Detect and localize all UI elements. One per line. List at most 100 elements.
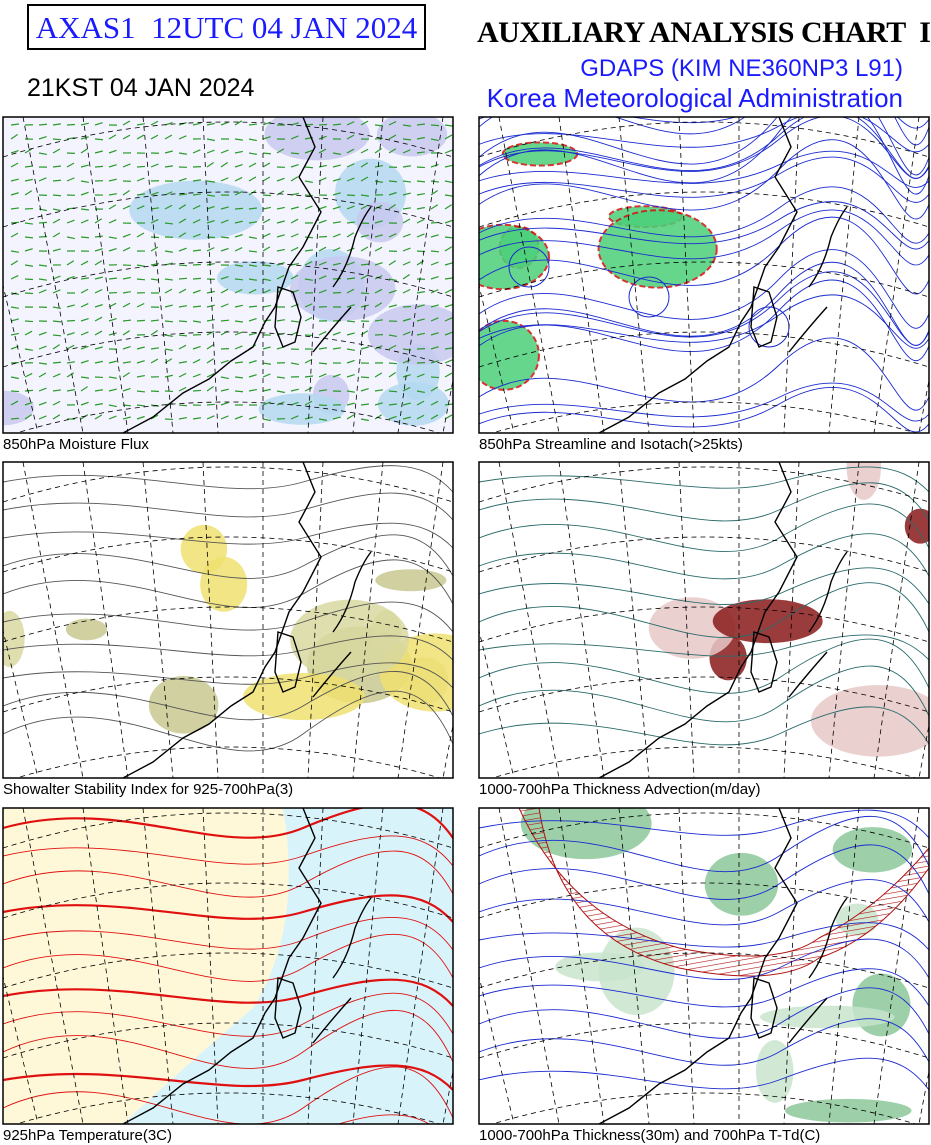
flux-arrow [108, 360, 117, 364]
flux-arrow [290, 274, 299, 280]
contour-line [479, 815, 929, 873]
streamline-vortex [508, 246, 550, 288]
contour-line [3, 662, 453, 689]
flux-arrow [108, 236, 117, 240]
flux-arrow [80, 345, 89, 350]
coastline [312, 551, 372, 698]
flux-arrow [164, 204, 173, 210]
flux-arrow [108, 193, 117, 196]
flux-arrow [346, 332, 355, 336]
flux-arrow [220, 319, 230, 322]
flux-arrow [444, 288, 453, 294]
streamline [479, 150, 929, 188]
flux-arrow [108, 277, 118, 280]
contour-line [3, 1064, 453, 1091]
flux-arrow [416, 304, 425, 308]
flux-arrow [332, 192, 341, 196]
flux-arrow [416, 390, 425, 394]
shaded-area [785, 1098, 912, 1123]
flux-arrow [248, 162, 257, 168]
latitude-line [491, 401, 917, 433]
panel-border [2, 807, 454, 1125]
streamline [479, 117, 929, 179]
flux-arrow [24, 248, 33, 252]
flux-arrow [444, 317, 453, 322]
flux-arrow [374, 389, 384, 392]
flux-arrow [66, 219, 75, 224]
flux-arrow [318, 362, 328, 365]
latitude-line [3, 331, 453, 368]
flux-arrow [304, 316, 313, 322]
flux-arrow [122, 233, 131, 238]
flux-arrow [444, 331, 453, 336]
streamline [479, 382, 929, 422]
contour-line [3, 992, 453, 1037]
contour-line [3, 601, 453, 633]
flux-arrow [346, 163, 355, 168]
latitude-line [3, 1022, 453, 1059]
flux-arrow [192, 277, 202, 280]
flux-arrow [66, 162, 75, 168]
flux-arrow [136, 134, 145, 140]
latitude-line [3, 536, 453, 573]
longitude-line [678, 462, 695, 778]
flux-arrow [234, 234, 243, 238]
flux-arrow [108, 164, 117, 168]
flux-arrow [430, 360, 439, 364]
flux-arrow [10, 260, 19, 266]
shaded-area [712, 599, 823, 644]
flux-arrow [346, 134, 355, 140]
flux-arrow [234, 415, 243, 420]
contour-line [479, 466, 929, 493]
flux-arrow [192, 193, 202, 196]
flux-arrow [94, 260, 103, 266]
streamline [479, 117, 929, 146]
flux-arrow [388, 260, 397, 266]
flux-arrow [178, 288, 187, 294]
flux-arrow [178, 344, 187, 350]
flux-arrow [108, 404, 117, 408]
flux-arrow [178, 204, 187, 210]
flux-arrow [262, 176, 271, 182]
flux-arrow [122, 246, 131, 252]
longitude-line [202, 462, 219, 778]
flux-arrow [304, 194, 314, 197]
flux-arrow [430, 261, 439, 266]
longitude-line [783, 117, 800, 433]
flux-arrow [416, 206, 425, 210]
flux-arrow [276, 206, 285, 210]
flux-arrow [276, 376, 286, 379]
flux-arrow [402, 138, 412, 141]
flux-arrow [178, 135, 187, 140]
flux-arrow [318, 389, 328, 392]
flux-arrow [262, 418, 271, 422]
flux-arrow [276, 177, 285, 182]
flux-arrow [94, 165, 104, 168]
panel-caption: 925hPa Temperature(3C) [3, 1127, 172, 1144]
longitude-line [142, 117, 174, 433]
flux-arrow [150, 278, 160, 281]
flux-arrow [388, 344, 397, 350]
flux-arrow [52, 334, 62, 337]
contour-line [479, 665, 929, 723]
flux-arrow [332, 373, 341, 378]
flux-arrow [122, 416, 131, 420]
hatched-band [518, 808, 929, 977]
flux-arrow [402, 218, 411, 224]
flux-arrow [248, 236, 257, 240]
flux-arrow [66, 319, 76, 322]
flux-arrow [234, 345, 243, 350]
flux-arrow [94, 330, 103, 336]
flux-arrow [318, 219, 327, 224]
contour-line [3, 808, 453, 839]
flux-arrow [430, 376, 440, 379]
longitude-line [558, 808, 605, 1124]
flux-arrow [80, 386, 88, 392]
flux-arrow [178, 232, 187, 238]
flux-arrow [136, 177, 145, 182]
flux-arrow [10, 275, 19, 280]
latitude-line [479, 812, 929, 849]
streamline [479, 261, 929, 346]
flux-arrow [178, 305, 187, 308]
flux-arrow [220, 236, 230, 239]
